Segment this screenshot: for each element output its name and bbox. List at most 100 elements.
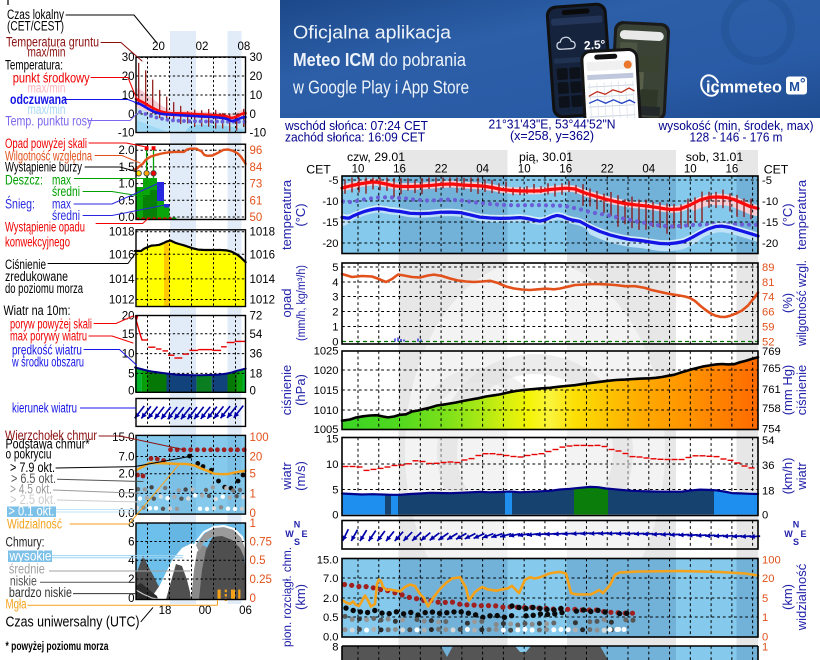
svg-text:18: 18 (159, 605, 172, 617)
svg-text:czw, 29.01: czw, 29.01 (347, 150, 405, 164)
svg-text:04: 04 (642, 163, 655, 175)
svg-text:średni: średni (52, 184, 80, 199)
svg-text:temperatura: temperatura (279, 179, 294, 250)
svg-text:(mm/h, kg/m³/h): (mm/h, kg/m³/h) (296, 265, 308, 341)
svg-text:max/min: max/min (28, 45, 66, 60)
svg-text:0.0: 0.0 (119, 508, 135, 520)
svg-text:128 - 146 - 176 m: 128 - 146 - 176 m (690, 131, 783, 145)
svg-text:0: 0 (250, 109, 256, 121)
svg-text:1.0: 1.0 (119, 179, 135, 191)
svg-text:(%): (%) (780, 293, 795, 313)
svg-text:wschód słońca: 07:24 CET: wschód słońca: 07:24 CET (284, 119, 428, 133)
svg-text:754: 754 (762, 423, 781, 435)
svg-text:0: 0 (128, 593, 134, 605)
svg-text:zachód słońca: 16:09 CET: zachód słońca: 16:09 CET (285, 131, 425, 145)
svg-text:-15: -15 (762, 217, 778, 229)
svg-text:-10: -10 (118, 128, 135, 140)
svg-text:0.5: 0.5 (119, 195, 135, 207)
svg-text:średni: średni (52, 208, 80, 223)
svg-text:1012: 1012 (109, 295, 135, 307)
svg-text:04: 04 (476, 163, 489, 175)
svg-text:20: 20 (250, 452, 263, 464)
svg-text:-10: -10 (250, 128, 267, 140)
svg-text:0: 0 (128, 109, 134, 121)
svg-text:(m/s): (m/s) (293, 461, 308, 491)
svg-text:wysokość (min, środek, max): wysokość (min, środek, max) (658, 119, 814, 133)
svg-text:36: 36 (250, 349, 263, 361)
svg-text:10: 10 (122, 349, 135, 361)
svg-text:-20: -20 (322, 238, 338, 250)
svg-text:0.75: 0.75 (250, 537, 272, 549)
svg-text:6: 6 (128, 537, 134, 549)
svg-text:niskie: niskie (10, 573, 37, 588)
svg-text:Meteo ICM do pobrania: Meteo ICM do pobrania (293, 50, 467, 70)
svg-text:2: 2 (332, 306, 338, 318)
svg-text:54: 54 (250, 329, 263, 341)
svg-text:poryw powyżej skali: poryw powyżej skali (10, 317, 92, 332)
svg-text:1: 1 (762, 612, 768, 624)
svg-text:Chmury:: Chmury: (6, 534, 45, 549)
svg-text:* powyżej poziomu morza: * powyżej poziomu morza (6, 639, 109, 653)
svg-text:2: 2 (128, 574, 134, 586)
svg-text:Temperatura gruntu: Temperatura gruntu (6, 35, 99, 50)
svg-text:5: 5 (250, 469, 256, 481)
svg-text:765: 765 (762, 363, 781, 375)
svg-text:30: 30 (250, 52, 263, 64)
svg-text:10: 10 (250, 90, 263, 102)
svg-text:wysokie: wysokie (9, 548, 52, 563)
svg-text:0: 0 (762, 509, 768, 521)
svg-text:M: M (789, 79, 800, 94)
svg-text:E: E (800, 529, 806, 539)
svg-text:96: 96 (250, 145, 263, 157)
svg-text:0.0: 0.0 (323, 631, 339, 643)
svg-text:N: N (793, 520, 800, 530)
svg-text:wiatr: wiatr (794, 462, 809, 491)
svg-text:o pokryciu: o pokryciu (6, 447, 52, 462)
svg-text:Czas uniwersalny (UTC): Czas uniwersalny (UTC) (6, 615, 140, 631)
svg-text:E: E (301, 529, 307, 539)
svg-text:Podstawa chmur*: Podstawa chmur* (6, 437, 91, 452)
svg-text:20: 20 (762, 573, 774, 585)
svg-text:5: 5 (128, 368, 134, 380)
svg-text:1010: 1010 (314, 405, 339, 417)
svg-text:100: 100 (250, 432, 269, 444)
svg-text:-5: -5 (762, 175, 772, 187)
svg-text:10: 10 (122, 90, 135, 102)
svg-text:sob, 31.01: sob, 31.01 (686, 150, 744, 164)
svg-text:0.5: 0.5 (119, 488, 135, 500)
svg-text:bardzo niskie: bardzo niskie (9, 585, 72, 600)
svg-text:1014: 1014 (109, 274, 135, 286)
svg-text:Oficjalna aplikacja: Oficjalna aplikacja (293, 23, 452, 43)
svg-text:max: max (52, 173, 71, 188)
svg-text:w środku obszaru: w środku obszaru (11, 355, 84, 370)
svg-text:2.0: 2.0 (119, 145, 135, 157)
svg-text:20: 20 (250, 71, 263, 83)
svg-text:5: 5 (762, 593, 768, 605)
svg-text:2.0: 2.0 (119, 469, 135, 481)
svg-text:1: 1 (250, 518, 256, 530)
svg-text:3: 3 (332, 291, 338, 303)
svg-text:punkt środkowy: punkt środkowy (13, 71, 90, 86)
svg-text:18: 18 (762, 486, 774, 498)
svg-text:10: 10 (326, 459, 338, 471)
svg-text:73: 73 (250, 179, 263, 191)
svg-text:konwekcyjnego: konwekcyjnego (5, 235, 70, 250)
svg-text:Śnieg:: Śnieg: (5, 197, 35, 212)
svg-text:4: 4 (332, 277, 338, 289)
svg-text:> 6.5 okt.: > 6.5 okt. (11, 471, 56, 486)
svg-text:> 2.5 okt.: > 2.5 okt. (10, 492, 56, 507)
svg-text:16: 16 (726, 163, 739, 175)
svg-text:0: 0 (762, 631, 768, 643)
svg-text:Mgła: Mgła (6, 597, 27, 612)
svg-text:2.5°: 2.5° (584, 37, 607, 52)
svg-text:1018: 1018 (109, 227, 135, 239)
svg-text:84: 84 (250, 162, 263, 174)
svg-text:1016: 1016 (109, 249, 135, 261)
svg-text:02: 02 (196, 41, 209, 53)
svg-text:0.25: 0.25 (250, 574, 272, 586)
svg-text:5: 5 (332, 262, 338, 274)
svg-text:1005: 1005 (314, 424, 339, 436)
svg-text:S: S (294, 537, 300, 547)
svg-text:(hPa): (hPa) (293, 374, 308, 406)
svg-text:widzialność: widzialność (794, 563, 809, 631)
